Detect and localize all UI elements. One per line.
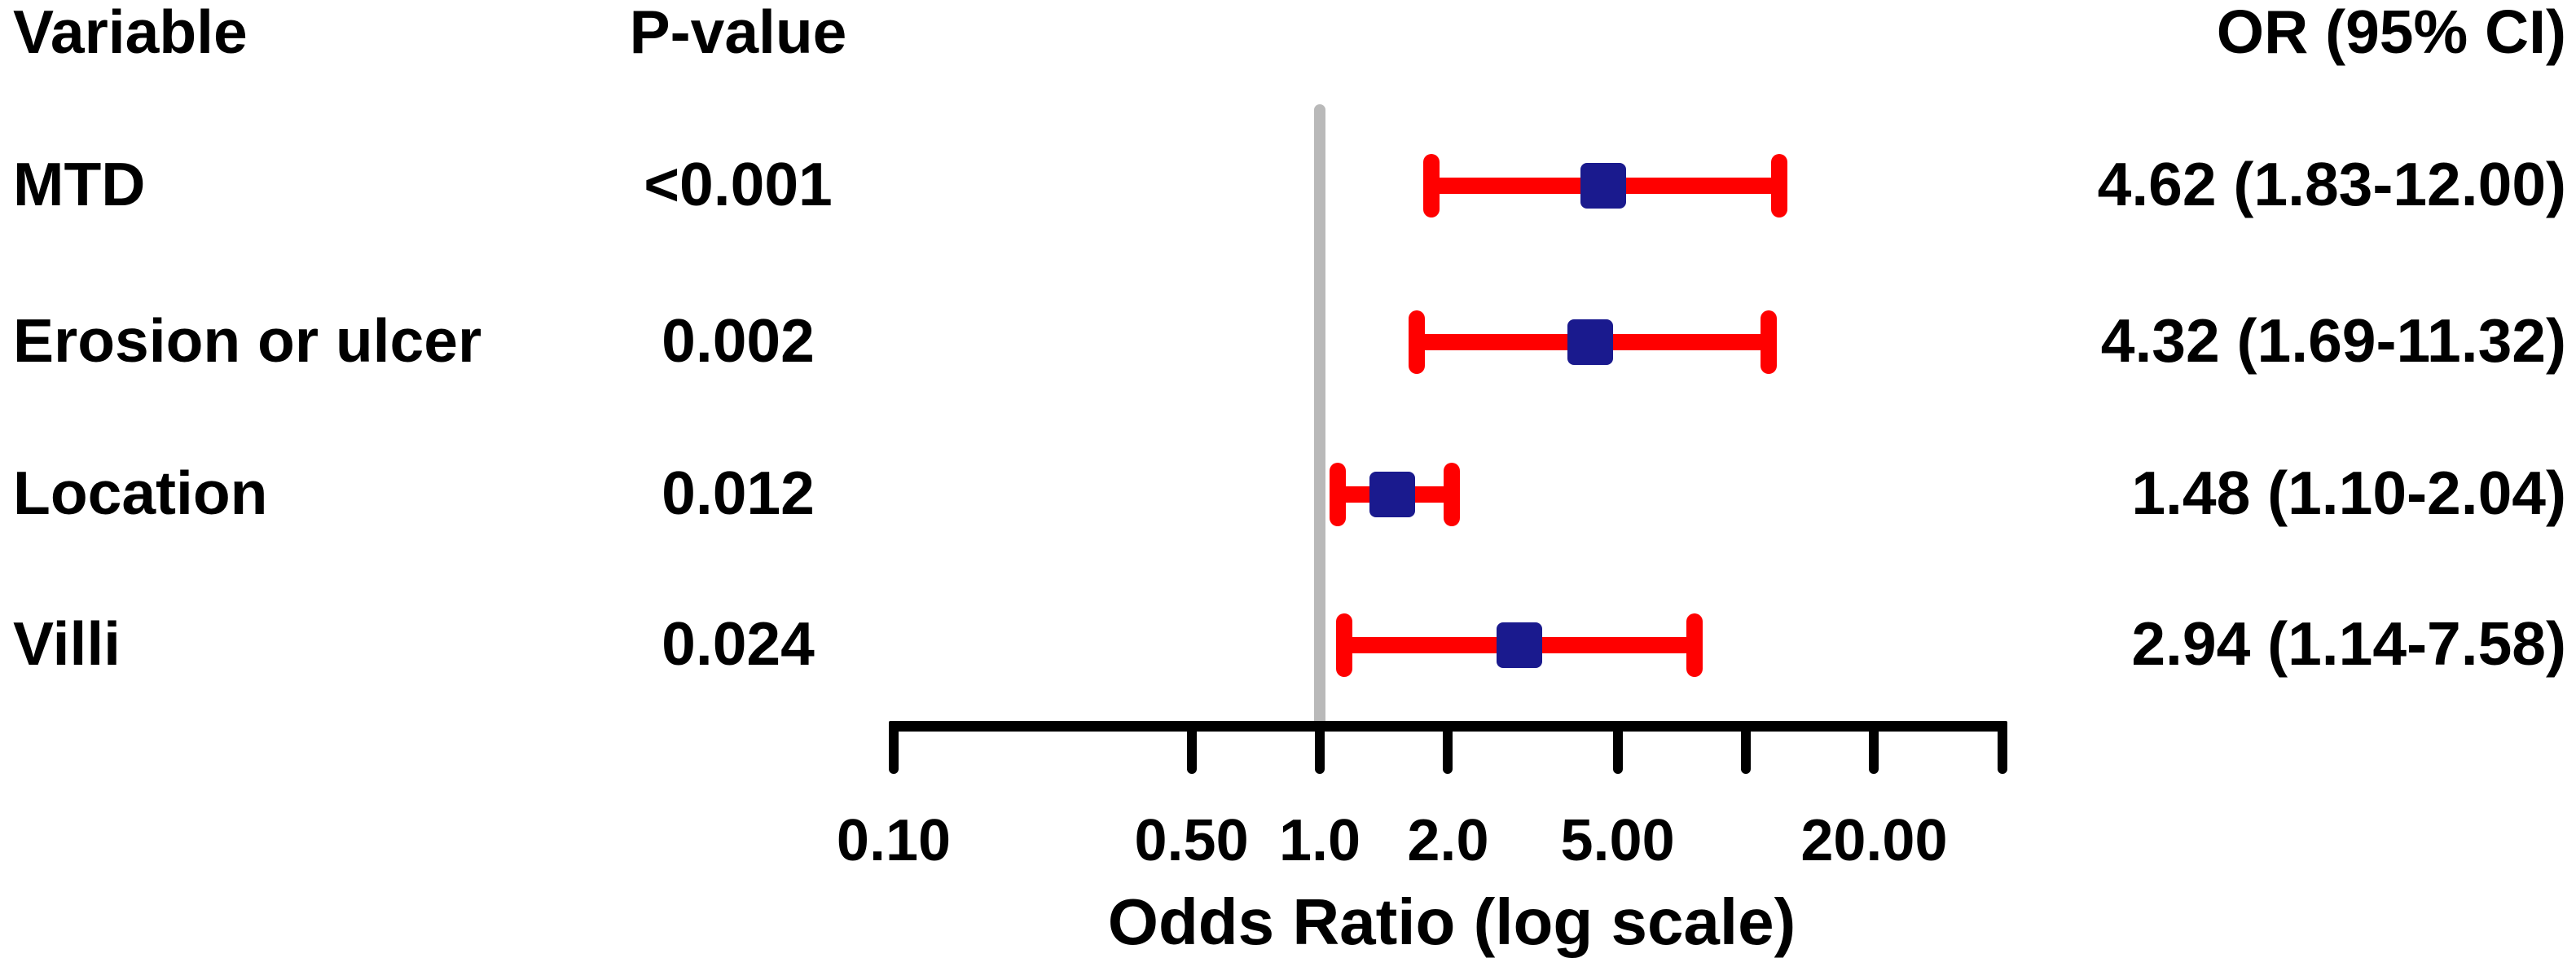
x-axis-tick (1869, 728, 1879, 774)
x-axis-title: Odds Ratio (log scale) (1107, 886, 1796, 958)
x-axis-tick-label: 2.0 (1407, 808, 1489, 873)
x-axis-tick (1186, 728, 1197, 774)
x-axis-line (889, 721, 2007, 732)
ci-cap-low (1409, 310, 1426, 374)
x-axis-tick (1997, 728, 2007, 774)
or-marker (1567, 319, 1614, 365)
x-axis-tick (1315, 728, 1325, 774)
ci-cap-low (1423, 154, 1440, 218)
row-variable-label: MTD (13, 150, 146, 218)
x-axis-tick-label: 1.0 (1278, 808, 1361, 873)
reference-line-or-1 (1314, 104, 1325, 721)
row-variable-label: Location (13, 459, 268, 527)
row-or-ci-value: 4.32 (1.69-11.32) (2100, 306, 2566, 375)
column-header-or-ci: OR (95% CI) (2216, 0, 2566, 66)
row-pvalue: 0.024 (662, 609, 815, 678)
or-marker (1369, 472, 1416, 517)
row-or-ci-value: 2.94 (1.14-7.58) (2131, 609, 2566, 678)
row-variable-label: Villi (13, 609, 121, 678)
or-marker (1496, 622, 1542, 668)
column-header-variable: Variable (13, 0, 248, 66)
row-pvalue: 0.012 (662, 459, 815, 527)
x-axis-tick-label: 0.10 (836, 808, 952, 873)
column-header-pvalue: P-value (629, 0, 847, 66)
row-variable-label: Erosion or ulcer (13, 306, 482, 375)
or-marker (1580, 163, 1626, 209)
x-axis-tick (889, 728, 899, 774)
x-axis-tick (1741, 728, 1751, 774)
ci-cap-high (1761, 310, 1778, 374)
x-axis-tick-label: 20.00 (1800, 808, 1948, 873)
row-pvalue: 0.002 (662, 306, 815, 375)
ci-cap-high (1771, 154, 1788, 218)
ci-cap-low (1335, 613, 1352, 677)
ci-cap-high (1443, 463, 1460, 526)
row-pvalue: <0.001 (644, 150, 833, 218)
ci-cap-low (1329, 463, 1346, 526)
x-axis-tick-label: 0.50 (1134, 808, 1249, 873)
x-axis-tick (1612, 728, 1623, 774)
ci-cap-high (1686, 613, 1703, 677)
row-or-ci-value: 4.62 (1.83-12.00) (2097, 150, 2566, 218)
row-or-ci-value: 1.48 (1.10-2.04) (2131, 459, 2566, 527)
x-axis-tick (1443, 728, 1453, 774)
x-axis-tick-label: 5.00 (1560, 808, 1675, 873)
